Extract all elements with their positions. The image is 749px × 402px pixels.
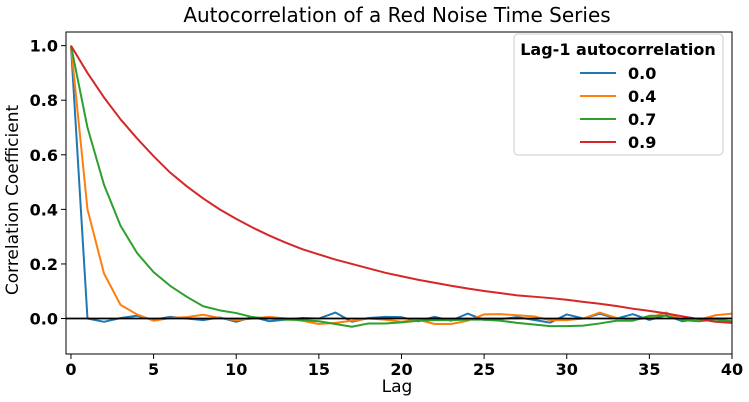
- x-tick-label: 20: [390, 360, 412, 379]
- y-tick-label: 0.6: [30, 146, 58, 165]
- x-tick-label: 30: [556, 360, 578, 379]
- legend-title: Lag-1 autocorrelation: [520, 40, 716, 59]
- y-axis-ticks: 0.0 0.2 0.4 0.6 0.8 1.0: [30, 37, 66, 329]
- x-axis-label: Lag: [382, 377, 413, 397]
- legend-label-0.4: 0.4: [628, 87, 656, 106]
- legend-frame: [513, 33, 724, 156]
- x-tick-label: 40: [721, 360, 743, 379]
- x-tick-label: 35: [638, 360, 660, 379]
- legend-label-0.9: 0.9: [628, 133, 656, 152]
- y-tick-label: 0.4: [30, 200, 58, 219]
- y-axis-label: Correlation Coefficient: [3, 105, 23, 296]
- legend-items: 0.0 0.4 0.7 0.9: [580, 64, 656, 152]
- x-tick-label: 5: [148, 360, 159, 379]
- x-tick-label: 0: [65, 360, 76, 379]
- x-axis-ticks: 0 5 10 15 20 25 30 35 40: [65, 354, 743, 379]
- plot-area: [65, 31, 733, 355]
- legend-label-0.0: 0.0: [628, 64, 656, 83]
- x-tick-label: 15: [308, 360, 330, 379]
- x-tick-label: 10: [225, 360, 247, 379]
- plot-frame: [65, 31, 733, 355]
- y-tick-label: 0.8: [30, 91, 58, 110]
- x-tick-label: 25: [473, 360, 495, 379]
- y-tick-label: 0.0: [30, 310, 58, 329]
- legend: Lag-1 autocorrelation 0.0 0.4 0.7 0.9: [513, 33, 724, 156]
- chart-title: Autocorrelation of a Red Noise Time Seri…: [183, 3, 610, 27]
- y-tick-label: 0.2: [30, 255, 58, 274]
- legend-label-0.7: 0.7: [628, 110, 656, 129]
- y-tick-label: 1.0: [30, 37, 58, 56]
- series-line-0.9: [70, 45, 733, 324]
- series-line-0.7: [69, 45, 733, 328]
